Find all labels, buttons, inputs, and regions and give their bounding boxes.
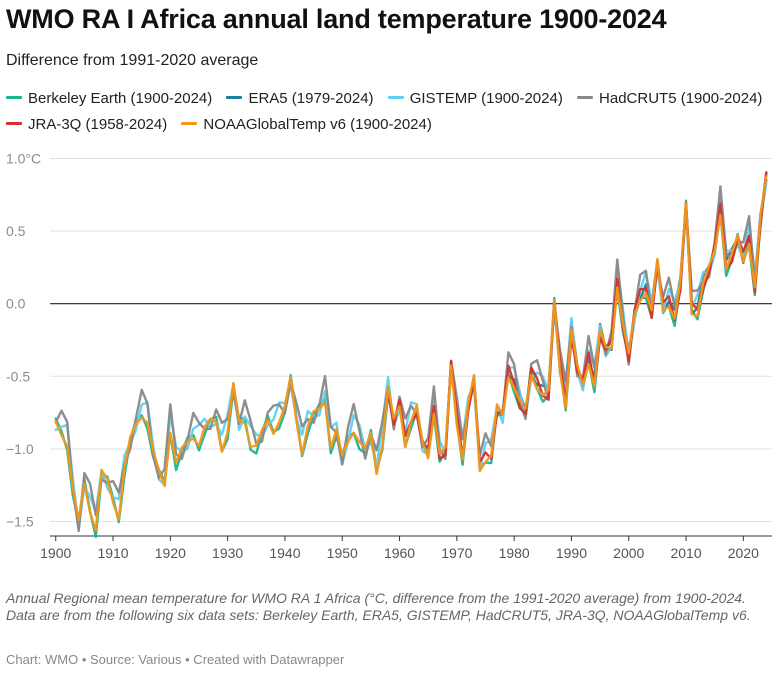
legend-item-hadcrut5[interactable]: HadCRUT5 (1900-2024) — [577, 86, 762, 112]
chart-caption: Annual Regional mean temperature for WMO… — [6, 590, 751, 623]
legend-swatch-gistemp — [387, 95, 404, 99]
legend-label-era5: ERA5 (1979-2024) — [248, 90, 374, 107]
x-tick-label: 1950 — [327, 545, 358, 561]
series-line-3 — [54, 171, 768, 533]
x-tick-label: 2020 — [728, 545, 759, 561]
legend-label-hadcrut5: HadCRUT5 (1900-2024) — [599, 90, 763, 107]
legend-item-era5[interactable]: ERA5 (1979-2024) — [226, 86, 374, 112]
legend-swatch-era5 — [226, 95, 243, 99]
y-tick-label: 0.5 — [6, 223, 26, 239]
legend-item-jra3q[interactable]: JRA-3Q (1958-2024) — [6, 112, 167, 138]
legend-item-noaa[interactable]: NOAAGlobalTemp v6 (1900-2024) — [181, 112, 432, 138]
x-tick-label: 1980 — [499, 545, 530, 561]
chart-legend: Berkeley Earth (1900-2024) ERA5 (1979-20… — [6, 86, 776, 138]
legend-swatch-jra3q — [6, 121, 22, 125]
x-tick-label: 1910 — [97, 545, 128, 561]
legend-label-noaa: NOAAGlobalTemp v6 (1900-2024) — [203, 116, 432, 133]
y-tick-label: -0.5 — [6, 368, 30, 384]
legend-swatch-noaa — [181, 121, 198, 125]
x-tick-label: 1960 — [384, 545, 415, 561]
x-tick-label: 2010 — [670, 545, 701, 561]
y-tick-label: −1.5 — [6, 513, 34, 529]
x-tick-label: 1900 — [40, 545, 71, 561]
line-chart: 1.0°C 0.5 0.0 -0.5 −1.0 −1.5 1900 1910 1920 1930 1… — [6, 151, 772, 561]
legend-swatch-berkeley — [6, 95, 22, 99]
x-tick-label: 1940 — [269, 545, 300, 561]
chart-title: WMO RA I Africa annual land temperature … — [6, 4, 667, 34]
legend-label-gistemp: GISTEMP (1900-2024) — [409, 90, 563, 107]
series-line-5 — [54, 175, 768, 532]
series-line-4 — [386, 171, 768, 464]
x-tick-label: 1920 — [155, 545, 186, 561]
legend-item-gistemp[interactable]: GISTEMP (1900-2024) — [387, 86, 563, 112]
legend-item-berkeley[interactable]: Berkeley Earth (1900-2024) — [6, 86, 212, 112]
x-tick-label: 1970 — [441, 545, 472, 561]
x-tick-label: 1930 — [212, 545, 243, 561]
y-tick-label: −1.0 — [6, 441, 34, 457]
x-tick-label: 1990 — [556, 545, 587, 561]
legend-label-jra3q: JRA-3Q (1958-2024) — [28, 116, 168, 133]
legend-label-berkeley: Berkeley Earth (1900-2024) — [28, 90, 213, 107]
x-tick-label: 2000 — [613, 545, 644, 561]
legend-swatch-hadcrut5 — [577, 95, 594, 99]
y-tick-label: 0.0 — [6, 296, 26, 312]
chart-source-note: Chart: WMO • Source: Various • Created w… — [6, 652, 345, 667]
chart-subtitle: Difference from 1991-2020 average — [6, 52, 259, 69]
y-tick-label: 1.0°C — [6, 151, 41, 167]
